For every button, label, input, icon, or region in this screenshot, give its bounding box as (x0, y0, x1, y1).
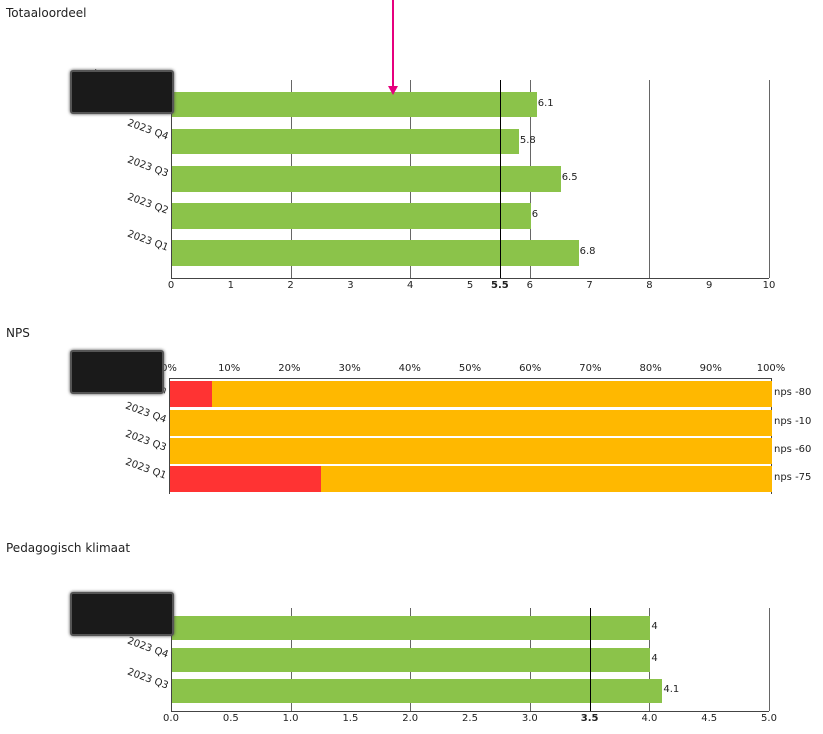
x-tick-label: 7 (586, 280, 593, 291)
x-tick-label: 70% (579, 363, 602, 374)
x-tick-label: 4 (407, 280, 414, 291)
x-tick-label: 1.0 (282, 713, 299, 724)
value-label: 6.8 (579, 246, 596, 257)
bar-segment-orange (170, 410, 772, 436)
value-label: 6 (531, 209, 539, 220)
x-tick-label: 20% (278, 363, 301, 374)
x-tick-label: 8 (646, 280, 653, 291)
chart-title-totaaloordeel: Totaaloordeel (6, 6, 87, 20)
gridline (769, 80, 770, 278)
value-label: 4 (651, 653, 658, 664)
x-tick-label: 5 (466, 280, 474, 291)
x-tick-label: 90% (699, 363, 722, 374)
category-label: 2023 Q4 (125, 635, 170, 661)
bar (172, 203, 531, 229)
x-tick-label: 4.0 (641, 713, 658, 724)
redacted-logo (70, 592, 174, 636)
x-tick-label: 60% (519, 363, 542, 374)
category-label: 2023 Q3 (125, 154, 170, 180)
x-tick-label: 2.0 (402, 713, 419, 724)
x-axis-line (171, 711, 769, 712)
bar-segment-orange (320, 466, 772, 492)
y-axis-line (169, 378, 170, 494)
nps-label: nps -60 (774, 444, 812, 455)
nps-label: nps -75 (774, 472, 812, 483)
y-axis-line (171, 608, 172, 711)
y-axis-line (171, 80, 172, 278)
chart-title-nps: NPS (6, 326, 30, 340)
nps-label: nps -80 (774, 387, 812, 398)
category-label: 2023 Q3 (125, 666, 170, 692)
x-tick-label: 2 (287, 280, 294, 291)
x-axis-line (169, 378, 771, 379)
pointer-arrow-head (388, 86, 398, 95)
gridline (769, 608, 770, 711)
category-label: 2023 Q4 (123, 400, 168, 426)
x-axis-line (171, 278, 769, 279)
category-label: 2023 Q1 (123, 456, 168, 482)
x-tick-label: 3.0 (521, 713, 538, 724)
x-tick-label: 0.0 (163, 713, 179, 724)
x-tick-label: 10% (218, 363, 241, 374)
redacted-logo (70, 350, 164, 394)
category-label: 2023 Q1 (125, 228, 170, 254)
x-tick-label: 0 (167, 280, 175, 291)
bar (172, 166, 561, 192)
x-tick-label: 10 (762, 280, 776, 291)
x-tick-label: 5.5 (491, 280, 509, 291)
x-tick-label: 4.5 (701, 713, 718, 724)
x-tick-label: 5.0 (761, 713, 777, 724)
bar (172, 92, 537, 117)
pointer-arrow-icon (392, 0, 394, 88)
value-label: 4 (651, 621, 658, 632)
value-label: 6.1 (537, 97, 554, 109)
category-label: 2023 Q4 (125, 117, 170, 143)
x-tick-label: 40% (398, 363, 421, 374)
bar (172, 679, 663, 703)
bar-segment-red (170, 466, 321, 492)
bar (172, 648, 651, 672)
bar-segment-orange (170, 438, 772, 464)
bar (172, 129, 519, 154)
nps-label: nps -10 (774, 416, 812, 427)
value-label: 5.8 (519, 134, 536, 146)
reference-line (499, 80, 501, 278)
chart-title-pedagogisch: Pedagogisch klimaat (6, 541, 131, 555)
bar (172, 240, 579, 266)
bar (172, 616, 651, 640)
x-tick-label: 3.5 (580, 713, 599, 724)
x-tick-label: 0% (161, 363, 177, 374)
x-tick-label: 2.5 (462, 713, 478, 724)
x-tick-label: 50% (458, 363, 482, 374)
value-label: 6.5 (561, 172, 578, 183)
x-tick-label: 3 (347, 280, 354, 291)
reference-line (589, 608, 591, 711)
x-tick-label: 1 (227, 280, 234, 291)
x-tick-label: 80% (639, 363, 662, 374)
right-axis-line (771, 378, 772, 494)
x-tick-label: 9 (706, 280, 713, 291)
x-tick-label: 30% (338, 363, 361, 374)
gridline (649, 80, 651, 278)
category-label: 2023 Q2 (125, 191, 170, 217)
bar-segment-orange (212, 381, 772, 407)
x-tick-label: 100% (756, 363, 786, 374)
value-label: 4.1 (663, 684, 680, 695)
bar-segment-red (170, 381, 213, 407)
redacted-logo (70, 70, 174, 114)
x-tick-label: 1.5 (342, 713, 359, 724)
x-tick-label: 6 (526, 280, 533, 291)
category-label: 2023 Q3 (123, 428, 168, 454)
x-tick-label: 0.5 (222, 713, 239, 724)
